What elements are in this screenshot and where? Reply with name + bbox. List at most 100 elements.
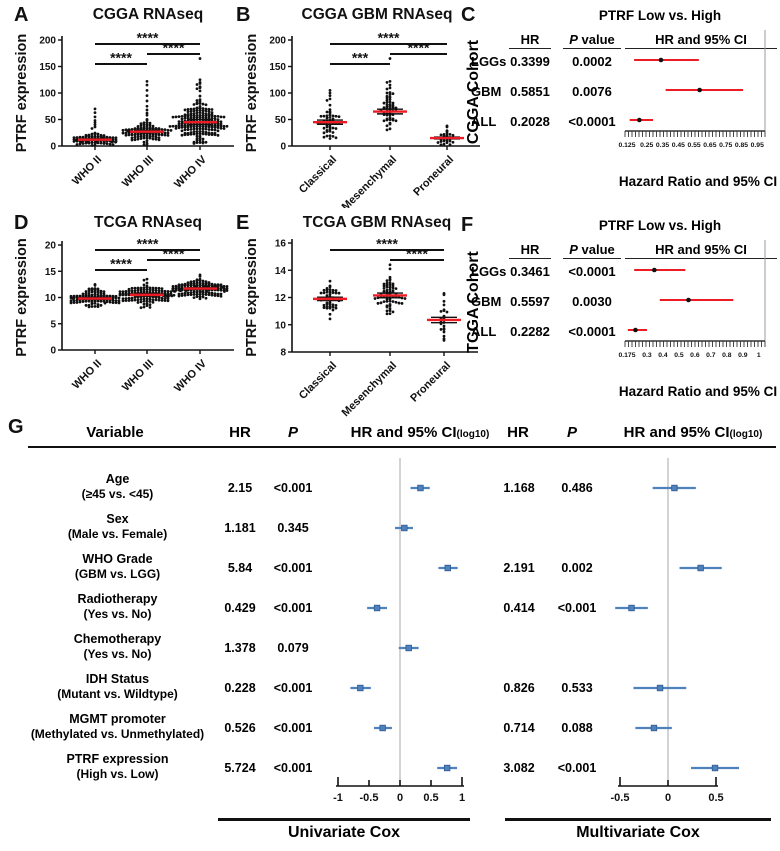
variable-name: Sex: [106, 512, 129, 526]
y-tick-label: 10: [45, 293, 57, 304]
panel-letter-e: E: [236, 212, 250, 234]
variable-detail: (Yes vs. No): [83, 607, 152, 621]
uni-p-value: <0.001: [273, 681, 313, 695]
y-tick-label: 0: [50, 142, 56, 153]
y-axis-label: PTRF expression: [14, 238, 30, 356]
axis-tick-label: 0.25: [640, 142, 653, 149]
multi-p-value: 0.533: [561, 681, 593, 695]
axis-tick-label: 0.75: [719, 142, 732, 149]
col-head-ci-c: HR and 95% CI: [625, 32, 777, 49]
data-points: [316, 88, 341, 140]
significance-stars: ****: [137, 30, 159, 46]
x-category-label: WHO III: [120, 358, 156, 394]
y-tick-label: 100: [39, 89, 56, 100]
uni-hr-value: 1.378: [224, 641, 256, 655]
row-hr: 0.5851: [510, 84, 550, 99]
point-estimate: [686, 297, 691, 303]
axis-tick-label: 0.65: [703, 142, 716, 149]
point-estimate: [656, 684, 664, 692]
g-head-variable: Variable: [86, 424, 144, 441]
row-p: <0.0001: [568, 324, 616, 339]
x-category-label: Mesenchymal: [340, 154, 400, 208]
row-hr: 0.3399: [510, 54, 550, 69]
y-tick-label: 50: [45, 115, 57, 126]
axis-tick-label: 0.55: [687, 142, 700, 149]
row-p: <0.0001: [568, 264, 616, 279]
x-category-label: WHO IV: [172, 153, 209, 190]
ci-text: HR and 95% CI: [350, 424, 457, 441]
axis-tick-label: -1: [333, 792, 343, 804]
significance-stars: ****: [163, 246, 185, 262]
ci-text: HR and 95% CI: [623, 424, 730, 441]
variable-detail: (Mutant vs. Wildtype): [57, 687, 178, 701]
p-italic: P: [569, 32, 578, 47]
point-estimate: [697, 564, 704, 572]
chart-title: CGGA RNAseq: [93, 6, 204, 23]
header-rule: [28, 446, 776, 449]
variable-name: Radiotherapy: [77, 592, 158, 606]
y-tick-label: 150: [39, 62, 56, 73]
axis-tick-label: 0.175: [618, 352, 635, 359]
multi-hr-value: 3.082: [503, 761, 535, 775]
g-head-ci-uni: HR and 95% CI(log10): [330, 424, 510, 441]
panel-f: F TCGA Cohort PTRF Low vs. High HR P val…: [455, 212, 780, 420]
data-points: [168, 57, 229, 145]
forest-plot-tcga: 0.175 0.3 0.4 0.5 0.6 0.7 0.8 0.9 1: [618, 240, 766, 359]
variable-detail: (Methylated vs. Unmethylated): [30, 727, 205, 741]
panel-b: B CGGA GBM RNAseq 0 50 100 150 200 PTRF expres…: [232, 2, 481, 213]
uni-p-value: <0.001: [273, 761, 313, 775]
axis-tick-label: 0.3: [642, 352, 652, 359]
panel-g: G Variable HR P HR and 95% CI(log10) HR …: [0, 414, 780, 851]
significance-stars: ****: [408, 40, 430, 56]
row-p: <0.0001: [568, 114, 616, 129]
col-head-ci-f: HR and 95% CI: [625, 242, 777, 259]
axis-tick-label: 0: [397, 792, 403, 804]
p-rest: value: [577, 32, 615, 47]
p-rest: value: [577, 242, 615, 257]
multi-p-value: <0.001: [557, 601, 597, 615]
col-head-hr-c: HR: [509, 32, 551, 49]
row-hr: 0.2028: [510, 114, 550, 129]
g-head-hr-multi: HR: [507, 424, 529, 441]
x-category-label: WHO II: [70, 358, 104, 392]
point-estimate: [373, 604, 381, 612]
point-estimate: [401, 524, 408, 532]
significance-stars: ****: [110, 256, 132, 272]
y-tick-label: 100: [269, 89, 286, 100]
y-tick-label: 16: [275, 239, 287, 250]
multi-hr-value: 0.414: [503, 601, 535, 615]
col-head-hr-f: HR: [509, 242, 551, 259]
axis-tick-label: 0.4: [658, 352, 668, 359]
variable-detail: (GBM vs. LGG): [74, 567, 161, 581]
axis-tick-label: 0.85: [735, 142, 748, 149]
panel-letter-f: F: [461, 214, 474, 236]
axis-tick-label: 0.7: [706, 352, 716, 359]
p-italic: P: [566, 424, 577, 441]
significance-stars: ****: [137, 236, 159, 252]
axis-tick-label: 0.45: [672, 142, 685, 149]
uni-hr-value: 1.181: [224, 521, 256, 535]
axis-tick-label: 0.9: [738, 352, 748, 359]
uni-p-value: <0.001: [273, 721, 313, 735]
row-p: 0.0076: [572, 84, 612, 99]
y-axis-label: PTRF expression: [14, 34, 30, 152]
col-head-p-c: P value: [563, 32, 621, 49]
multivariate-caption: Multivariate Cox: [576, 824, 700, 841]
significance-stars: ****: [406, 246, 428, 262]
forest-title-c: PTRF Low vs. High: [598, 8, 722, 23]
scatter-plot-tcga-gbm-rnaseq: TCGA GBM RNAseq 8 10 12 14 16 PTRF expression C…: [244, 214, 478, 419]
uni-hr-value: 2.15: [227, 481, 253, 495]
multi-hr-value: 2.191: [503, 561, 535, 575]
point-estimate: [697, 87, 702, 93]
axis-tick-label: 0.6: [690, 352, 700, 359]
row-label: LGGs: [471, 54, 507, 69]
multi-p-value: <0.001: [557, 761, 597, 775]
row-label: ALL: [471, 114, 497, 129]
scatter-plot-tcga-rnaseq: TCGA RNAseq 0 5 10 15 20 PTRF expression WHO II…: [14, 214, 234, 395]
row-label: GBM: [471, 84, 502, 99]
point-estimate: [444, 564, 451, 572]
uni-p-value: 0.079: [277, 641, 309, 655]
panel-c: C CGGA Cohort PTRF Low vs. High HR P val…: [455, 2, 780, 210]
x-category-label: WHO IV: [172, 357, 209, 394]
axis-tick-label: 1: [459, 792, 465, 804]
